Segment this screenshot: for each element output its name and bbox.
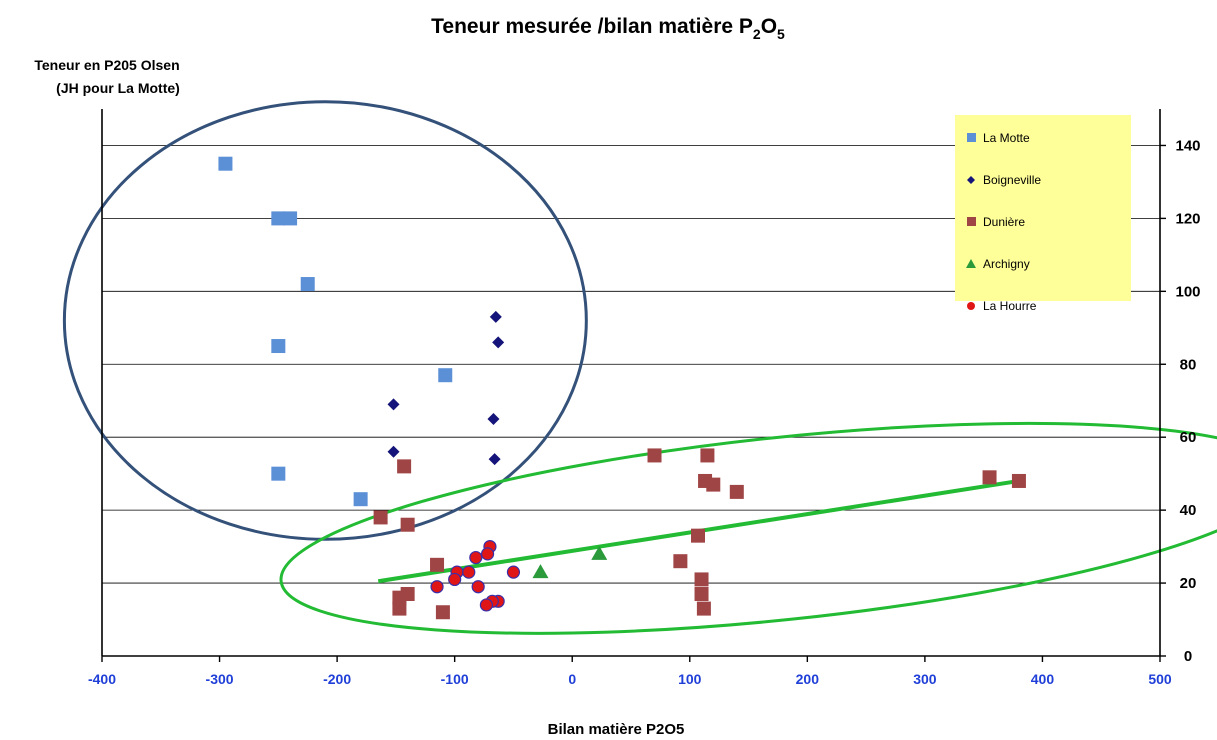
y-tick-label: 140 <box>1175 137 1200 154</box>
data-point-la-motte <box>271 466 286 481</box>
data-point-la-hourre <box>469 550 483 565</box>
series-la-motte <box>218 156 453 507</box>
data-point-duni-re <box>373 510 388 525</box>
data-point-la-motte <box>438 368 453 383</box>
data-point-duni-re <box>673 554 688 569</box>
data-point-la-hourre <box>448 572 462 587</box>
data-point-la-motte <box>353 492 368 507</box>
data-point-boigneville <box>387 398 400 411</box>
x-tick-label: -400 <box>88 671 116 687</box>
data-point-la-hourre <box>430 580 444 594</box>
annotation-ellipse-1 <box>279 421 1217 635</box>
data-point-la-hourre <box>506 565 521 579</box>
series-duni-re <box>373 448 1026 620</box>
legend-label: La Hourre <box>983 299 1037 313</box>
data-point-duni-re <box>706 477 721 492</box>
data-point-duni-re <box>700 448 715 463</box>
data-point-duni-re <box>691 528 706 543</box>
x-axis-label: Bilan matière P2O5 <box>548 721 685 738</box>
data-point-la-hourre <box>480 547 495 561</box>
data-point-archigny <box>532 564 549 579</box>
x-tick-label: 400 <box>1031 671 1055 687</box>
legend-label: La Motte <box>983 131 1030 145</box>
data-point-duni-re <box>1011 473 1026 488</box>
y-tick-label: 20 <box>1180 575 1197 592</box>
data-point-duni-re <box>397 459 412 474</box>
data-point-boigneville <box>387 445 400 458</box>
data-points <box>218 156 1026 620</box>
data-point-duni-re <box>392 601 407 616</box>
y-axis-label-line2: (JH pour La Motte) <box>56 80 180 96</box>
y-tick-label: 40 <box>1180 502 1197 519</box>
chart-title-sub1: 2 <box>753 26 761 42</box>
legend-box <box>955 115 1131 301</box>
x-tick-label: 100 <box>678 671 702 687</box>
data-point-duni-re <box>392 590 407 605</box>
y-tick-label: 80 <box>1180 356 1197 373</box>
x-tick-label: -300 <box>206 671 234 687</box>
data-point-boigneville <box>487 412 500 425</box>
legend-label: Archigny <box>983 257 1030 271</box>
legend-marker <box>967 133 976 142</box>
axes <box>101 109 1161 657</box>
data-point-duni-re <box>694 572 709 587</box>
data-point-la-hourre <box>462 565 476 579</box>
legend-label: Boigneville <box>983 173 1041 187</box>
data-point-duni-re <box>647 448 662 463</box>
y-ticks: 0 20 40 60 80 100 120 140 <box>1160 137 1201 665</box>
data-point-duni-re <box>982 470 997 485</box>
data-point-la-hourre <box>479 598 494 612</box>
annotations <box>62 100 1217 635</box>
x-tick-label: 300 <box>913 671 937 687</box>
legend-marker <box>966 259 976 268</box>
chart-title-main: Teneur mesurée /bilan matière P <box>431 15 753 38</box>
annotation-ellipse-0 <box>62 100 588 541</box>
y-tick-label: 120 <box>1175 210 1200 227</box>
legend-item: La Hourre <box>967 299 1037 313</box>
legend-item: Archigny <box>966 257 1030 271</box>
legend-marker <box>967 176 975 184</box>
y-tick-label: 0 <box>1184 648 1192 665</box>
x-ticks: -400 -300 -200 -100 0 100 200 300 400 500 <box>88 656 1172 687</box>
data-point-duni-re <box>435 605 450 620</box>
legend-marker <box>967 302 975 310</box>
chart-title: Teneur mesurée /bilan matière P2O5 <box>431 15 785 42</box>
data-point-duni-re <box>400 517 415 532</box>
series-la-hourre <box>430 539 521 612</box>
legend-marker <box>967 217 976 226</box>
data-point-la-motte <box>283 211 298 226</box>
legend-item: Dunière <box>967 215 1025 229</box>
data-point-boigneville <box>492 336 505 349</box>
x-tick-label: 0 <box>568 671 576 687</box>
data-point-la-motte <box>271 339 286 354</box>
y-tick-label: 100 <box>1175 283 1200 300</box>
data-point-boigneville <box>489 310 502 323</box>
data-point-boigneville <box>488 453 501 466</box>
x-tick-label: 500 <box>1148 671 1172 687</box>
data-point-duni-re <box>696 601 711 616</box>
data-point-la-hourre <box>471 580 485 594</box>
chart-title-mid: O <box>761 15 777 38</box>
data-point-archigny <box>591 545 608 560</box>
y-axis-label-line1: Teneur en P205 Olsen <box>34 57 179 73</box>
data-point-la-motte <box>218 156 233 171</box>
y-tick-label: 60 <box>1180 429 1197 446</box>
x-tick-label: -100 <box>441 671 469 687</box>
data-point-duni-re <box>694 587 709 602</box>
x-tick-label: 200 <box>796 671 820 687</box>
x-tick-label: -200 <box>323 671 351 687</box>
legend: La Motte Boigneville Dunière Archigny La Hou… <box>955 115 1131 313</box>
chart-title-sub2: 5 <box>777 26 785 42</box>
legend-label: Dunière <box>983 215 1025 229</box>
legend-item: Boigneville <box>967 173 1041 187</box>
data-point-duni-re <box>729 484 744 499</box>
legend-item: La Motte <box>967 131 1030 145</box>
data-point-duni-re <box>430 557 445 572</box>
series-boigneville <box>387 310 505 466</box>
data-point-la-motte <box>271 211 286 226</box>
series-archigny <box>532 545 608 579</box>
data-point-la-motte <box>300 277 315 292</box>
